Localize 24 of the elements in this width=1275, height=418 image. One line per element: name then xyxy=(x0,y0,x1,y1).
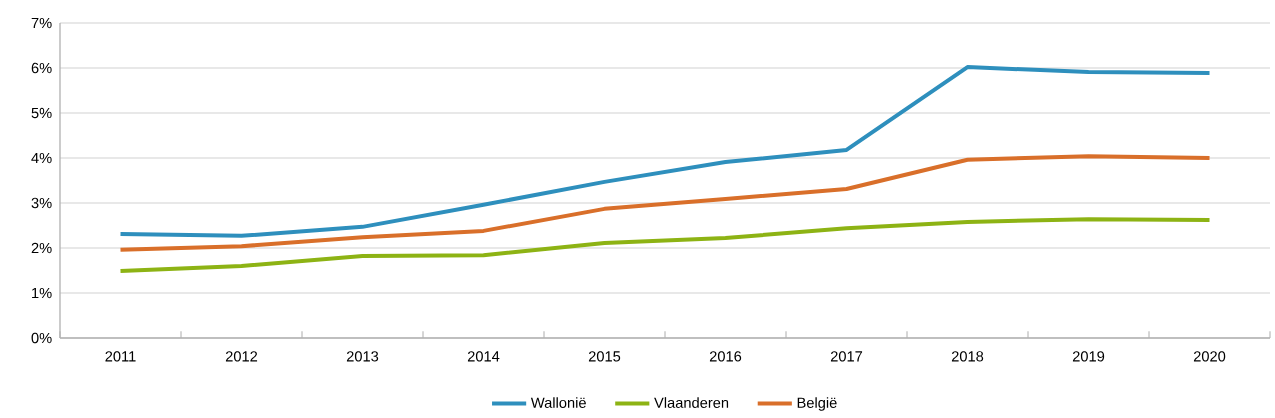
y-tick-label: 2% xyxy=(31,242,52,254)
y-tick-label: 3% xyxy=(31,197,52,209)
legend-label: Wallonië xyxy=(530,397,586,408)
x-tick-label: 2018 xyxy=(951,351,984,362)
x-tick-label: 2011 xyxy=(105,351,136,362)
line-series xyxy=(118,154,1212,252)
y-tick-label: 6% xyxy=(31,62,52,74)
x-tick-label: 2013 xyxy=(346,351,379,362)
y-tick-label: 0% xyxy=(31,332,52,344)
x-tick-label: 2020 xyxy=(1193,351,1226,362)
y-tick-label: 4% xyxy=(31,152,52,164)
y-tick-label: 5% xyxy=(31,107,52,119)
y-tick-label: 7% xyxy=(31,17,52,29)
legend-label: Vlaanderen xyxy=(654,397,729,408)
x-tick-label: 2012 xyxy=(225,351,258,362)
line-series xyxy=(118,65,1212,238)
x-tick-label: 2016 xyxy=(709,351,742,362)
y-tick-label: 1% xyxy=(32,287,52,299)
legend-label: België xyxy=(797,397,837,411)
x-tick-label: 2015 xyxy=(588,351,621,362)
line-series xyxy=(118,217,1212,273)
x-tick-label: 2019 xyxy=(1072,351,1105,362)
x-tick-label: 2014 xyxy=(467,351,500,362)
x-tick-label: 2017 xyxy=(830,351,863,362)
